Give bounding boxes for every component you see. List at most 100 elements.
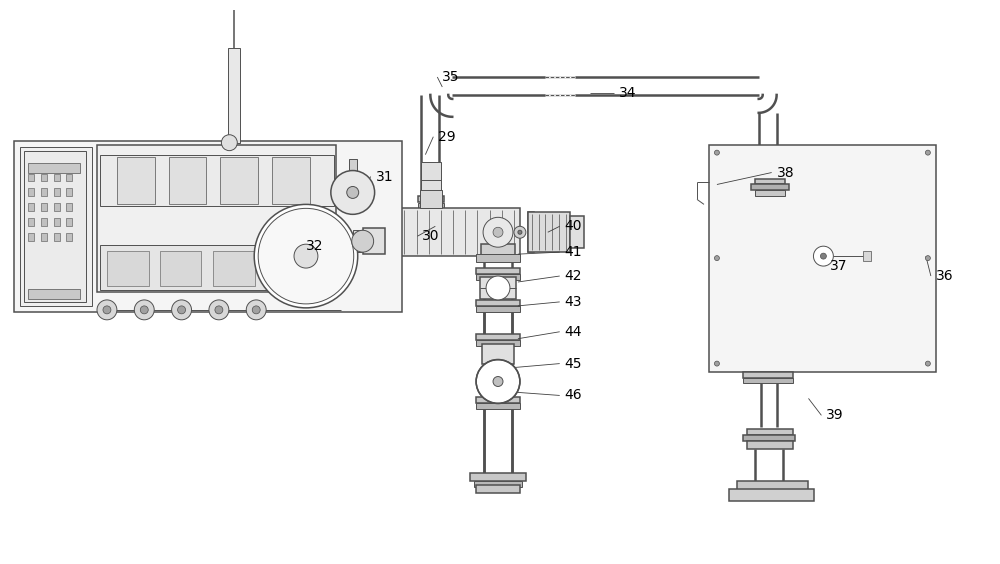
Bar (66, 233, 72, 241)
Bar (385, 210, 391, 254)
Bar (755, 179, 785, 184)
Circle shape (352, 230, 374, 252)
Bar (474, 481, 522, 487)
Text: 37: 37 (830, 259, 848, 273)
Circle shape (714, 255, 719, 261)
Circle shape (258, 208, 354, 304)
Bar (228, 48, 240, 143)
Bar (54, 218, 60, 226)
Bar (751, 184, 789, 191)
Text: 35: 35 (442, 70, 460, 84)
Bar (421, 162, 441, 196)
Bar (66, 174, 72, 182)
Bar (749, 169, 787, 174)
Bar (481, 244, 515, 258)
Circle shape (486, 276, 510, 300)
Bar (54, 188, 60, 196)
Bar (66, 188, 72, 196)
Bar (747, 441, 793, 449)
Bar (420, 208, 442, 214)
Text: 36: 36 (936, 269, 953, 283)
Bar (14, 140, 402, 312)
Bar (476, 274, 520, 280)
Circle shape (221, 135, 237, 151)
Bar (749, 174, 787, 183)
Bar (54, 204, 60, 212)
Text: 44: 44 (565, 325, 582, 339)
Text: 39: 39 (826, 408, 844, 422)
Bar (420, 191, 442, 208)
Bar (528, 212, 534, 252)
Circle shape (246, 300, 266, 320)
Text: 34: 34 (619, 86, 637, 100)
Bar (28, 188, 34, 196)
Bar (476, 254, 520, 262)
Text: 42: 42 (565, 269, 582, 283)
Circle shape (209, 300, 229, 320)
Circle shape (514, 226, 526, 238)
Bar (363, 228, 385, 254)
Bar (66, 204, 72, 212)
Bar (470, 473, 526, 481)
Bar (476, 398, 520, 403)
Bar (28, 233, 34, 241)
Circle shape (714, 150, 719, 155)
Circle shape (820, 253, 826, 259)
Circle shape (103, 306, 111, 314)
Bar (482, 343, 514, 364)
Circle shape (294, 244, 318, 268)
Bar (476, 334, 520, 340)
Bar (220, 157, 258, 204)
Circle shape (254, 204, 358, 308)
Circle shape (714, 361, 719, 366)
Bar (383, 227, 400, 242)
Bar (863, 251, 871, 261)
Bar (476, 485, 520, 493)
Bar (24, 151, 86, 302)
Bar (97, 145, 336, 292)
Text: 32: 32 (306, 239, 323, 253)
Bar (169, 157, 206, 204)
Text: 46: 46 (565, 389, 582, 403)
Bar (41, 218, 47, 226)
Bar (28, 289, 80, 299)
Bar (213, 251, 255, 286)
Bar (41, 188, 47, 196)
Circle shape (925, 361, 930, 366)
Circle shape (493, 227, 503, 237)
Circle shape (140, 306, 148, 314)
Circle shape (97, 300, 117, 320)
Text: 43: 43 (565, 295, 582, 309)
Bar (528, 212, 570, 252)
Bar (41, 174, 47, 182)
Bar (476, 300, 520, 306)
Bar (54, 233, 60, 241)
Text: 30: 30 (422, 229, 440, 243)
Text: 29: 29 (438, 130, 456, 144)
Ellipse shape (48, 255, 62, 277)
Circle shape (925, 150, 930, 155)
Bar (41, 233, 47, 241)
Bar (28, 174, 34, 182)
Bar (353, 230, 367, 252)
Bar (107, 251, 149, 286)
Bar (28, 204, 34, 212)
Bar (743, 372, 793, 377)
Bar (28, 218, 34, 226)
Circle shape (347, 187, 359, 199)
Text: 31: 31 (376, 170, 393, 183)
Bar (389, 212, 400, 252)
Circle shape (483, 217, 513, 247)
Bar (41, 204, 47, 212)
Bar (349, 158, 357, 173)
Text: 45: 45 (565, 356, 582, 371)
Bar (480, 277, 516, 299)
Bar (476, 340, 520, 346)
Circle shape (331, 170, 375, 214)
Bar (418, 204, 444, 209)
Bar (160, 251, 201, 286)
Bar (755, 191, 785, 196)
Bar (737, 481, 808, 491)
Bar (100, 245, 334, 290)
Circle shape (252, 306, 260, 314)
